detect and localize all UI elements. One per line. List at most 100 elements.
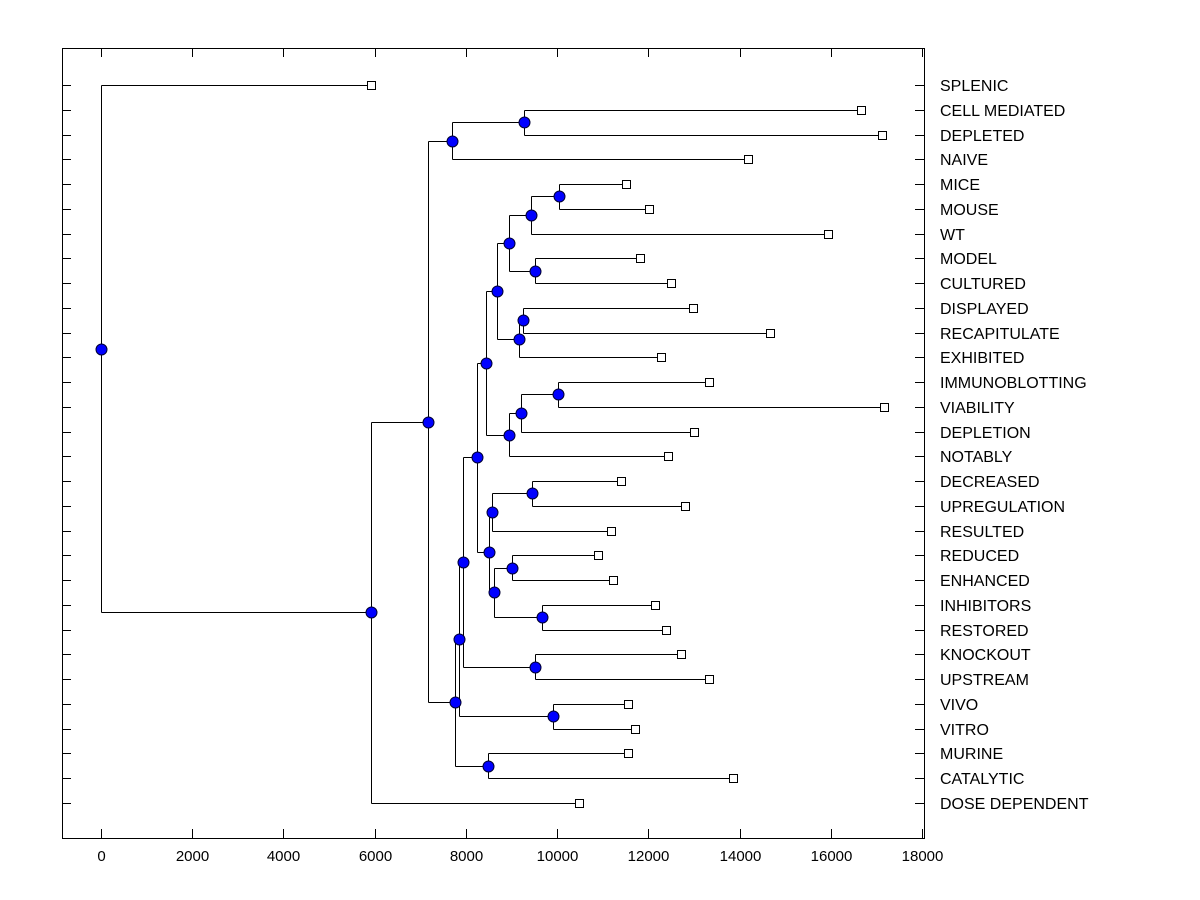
x-tick-label: 16000 [811, 848, 853, 865]
cluster-node [513, 333, 526, 346]
leaf-marker [624, 700, 633, 709]
leaf-label: CELL MEDIATED [940, 103, 1065, 120]
leaf-label: RESTORED [940, 623, 1029, 640]
leaf-markers [367, 81, 889, 808]
leaf-label: DISPLAYED [940, 301, 1029, 318]
leaf-label: RESULTED [940, 524, 1024, 541]
leaf-label: DEPLETED [940, 128, 1024, 145]
cluster-node [536, 611, 549, 624]
leaf-marker [662, 626, 671, 635]
leaf-marker [624, 749, 633, 758]
leaf-marker [744, 155, 753, 164]
leaf-marker [689, 304, 698, 313]
leaf-marker [622, 180, 631, 189]
leaf-label: INHIBITORS [940, 598, 1031, 615]
cluster-node [449, 696, 462, 709]
leaf-marker [690, 428, 699, 437]
x-tick-label: 18000 [902, 848, 944, 865]
x-tick-label: 8000 [450, 848, 483, 865]
leaf-marker [729, 774, 738, 783]
leaf-label: VITRO [940, 722, 989, 739]
cluster-node [471, 451, 484, 464]
cluster-node [446, 135, 459, 148]
leaf-marker [766, 329, 775, 338]
cluster-node [486, 506, 499, 519]
leaf-marker [575, 799, 584, 808]
cluster-node [525, 209, 538, 222]
leaf-label: ENHANCED [940, 573, 1030, 590]
leaf-label: DEPLETION [940, 425, 1031, 442]
leaf-label: RECAPITULATE [940, 326, 1060, 343]
x-tick-label: 0 [97, 848, 105, 865]
leaf-marker [705, 675, 714, 684]
cluster-node [518, 116, 531, 129]
leaf-label: NAIVE [940, 152, 988, 169]
cluster-node [482, 760, 495, 773]
leaf-marker [880, 403, 889, 412]
node-markers [95, 116, 566, 773]
leaf-label: DECREASED [940, 474, 1040, 491]
plot-frame [62, 48, 925, 839]
leaf-marker [667, 279, 676, 288]
dendrogram-branches [101, 85, 885, 804]
leaf-label: UPREGULATION [940, 499, 1065, 516]
plot-axes [62, 48, 925, 839]
leaf-marker [645, 205, 654, 214]
x-tick-label: 14000 [720, 848, 762, 865]
leaf-marker [607, 527, 616, 536]
cluster-node [526, 487, 539, 500]
leaf-marker [664, 452, 673, 461]
leaf-marker [824, 230, 833, 239]
cluster-node [457, 556, 470, 569]
leaf-marker [657, 353, 666, 362]
leaf-label: NOTABLY [940, 449, 1013, 466]
cluster-node [422, 416, 435, 429]
leaf-marker [878, 131, 887, 140]
x-tick-label: 12000 [628, 848, 670, 865]
leaf-marker [594, 551, 603, 560]
leaf-marker [617, 477, 626, 486]
cluster-node [453, 633, 466, 646]
cluster-node [553, 190, 566, 203]
cluster-node [552, 388, 565, 401]
leaf-marker [677, 650, 686, 659]
cluster-node [517, 314, 530, 327]
leaf-label: EXHIBITED [940, 350, 1024, 367]
cluster-node [483, 546, 496, 559]
leaf-label: MURINE [940, 746, 1003, 763]
x-tick-label: 6000 [359, 848, 392, 865]
x-tick-labels: 0 2000 4000 6000 8000 10000 12000 14000 16000 180… [97, 848, 943, 865]
leaf-label: MICE [940, 177, 980, 194]
leaf-marker [705, 378, 714, 387]
leaf-label: VIABILITY [940, 400, 1015, 417]
cluster-node [529, 661, 542, 674]
x-tick-label: 10000 [537, 848, 579, 865]
leaf-marker [651, 601, 660, 610]
cluster-node [503, 237, 516, 250]
leaf-marker [857, 106, 866, 115]
cluster-node [488, 586, 501, 599]
cluster-node [506, 562, 519, 575]
leaf-marker [367, 81, 376, 90]
cluster-node [503, 429, 516, 442]
leaf-label: CULTURED [940, 276, 1026, 293]
leaf-labels: SPLENIC CELL MEDIATED DEPLETED NAIVE MICE MOU… [940, 78, 1089, 813]
leaf-marker [681, 502, 690, 511]
cluster-node [515, 407, 528, 420]
cluster-node [547, 710, 560, 723]
leaf-label: WT [940, 227, 965, 244]
cluster-node [529, 265, 542, 278]
cluster-node [95, 343, 108, 356]
x-tick-label: 2000 [176, 848, 209, 865]
leaf-label: VIVO [940, 697, 978, 714]
leaf-label: UPSTREAM [940, 672, 1029, 689]
cluster-node [491, 285, 504, 298]
cluster-node [480, 357, 493, 370]
leaf-label: REDUCED [940, 548, 1019, 565]
leaf-label: IMMUNOBLOTTING [940, 375, 1087, 392]
leaf-label: SPLENIC [940, 78, 1008, 95]
x-tick-label: 4000 [267, 848, 300, 865]
leaf-marker [631, 725, 640, 734]
leaf-label: MODEL [940, 251, 997, 268]
